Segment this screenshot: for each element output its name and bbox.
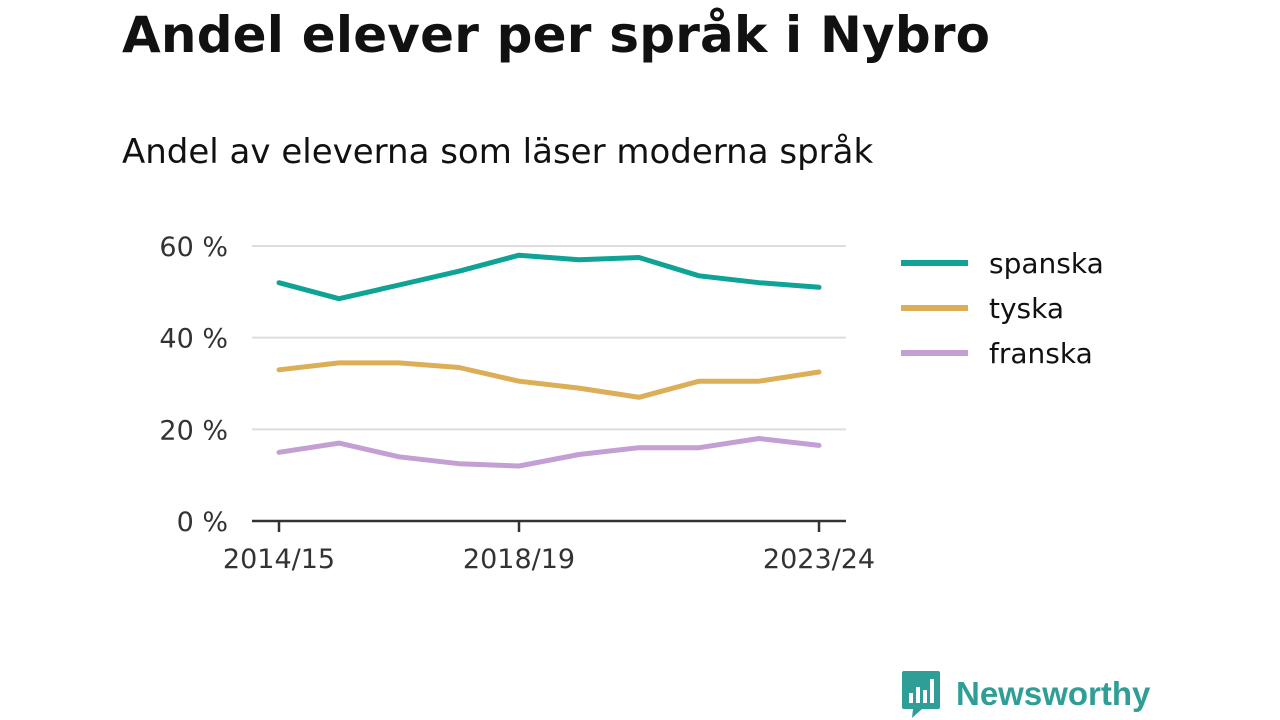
- y-tick-label: 60 %: [159, 232, 228, 263]
- series-line-tyska: [276, 360, 822, 400]
- series-line-franska: [276, 436, 822, 469]
- y-tick-label: 40 %: [159, 324, 228, 355]
- brand-name: Newsworthy: [956, 675, 1151, 712]
- legend: spanska tyska franska: [901, 247, 1104, 370]
- series-lines: [276, 252, 822, 469]
- chart-subtitle: Andel av eleverna som läser moderna språ…: [122, 132, 874, 172]
- newsworthy-logo-icon: [902, 671, 940, 718]
- chart-title: Andel elever per språk i Nybro: [122, 6, 991, 64]
- brand: Newsworthy: [900, 668, 1150, 720]
- line-chart: 0 % 20 % 40 % 60 % 2014/15 2018/19 2023/24 sp…: [159, 232, 1104, 575]
- x-tick-label: 2014/15: [223, 544, 335, 575]
- x-tick-label: 2018/19: [463, 544, 575, 575]
- y-axis: 0 % 20 % 40 % 60 %: [159, 232, 228, 538]
- series-line-spanska: [276, 252, 822, 302]
- y-tick-label: 20 %: [159, 415, 228, 446]
- x-axis: 2014/15 2018/19 2023/24: [223, 519, 875, 575]
- x-tick-label: 2023/24: [763, 544, 875, 575]
- legend-label-spanska: spanska: [989, 247, 1104, 280]
- legend-label-franska: franska: [989, 337, 1093, 370]
- y-tick-label: 0 %: [177, 507, 228, 538]
- grid-lines: [252, 245, 846, 431]
- legend-label-tyska: tyska: [989, 292, 1064, 325]
